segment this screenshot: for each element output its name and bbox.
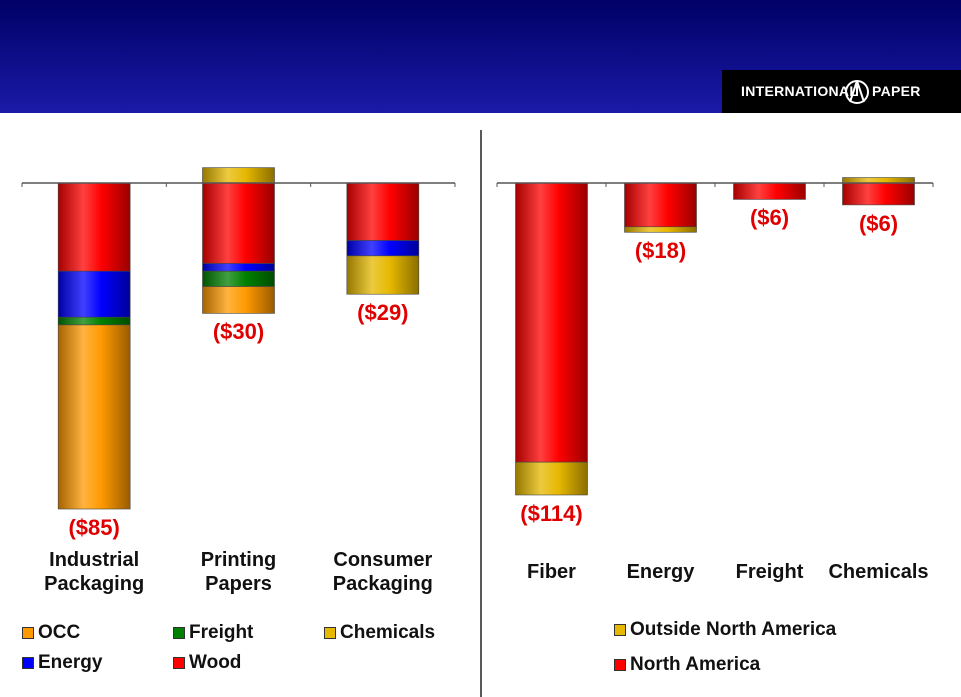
x-tick-label: Fiber — [527, 561, 576, 583]
bar-segment — [515, 461, 588, 496]
legend-label: Energy — [38, 652, 103, 673]
legend-label: OCC — [38, 622, 81, 643]
legend-label: Freight — [189, 622, 254, 643]
legend-label: North America — [630, 654, 761, 675]
bar-segment — [624, 182, 697, 228]
data-label: ($114) — [520, 500, 583, 526]
bar-segment — [57, 182, 131, 272]
logo: INTERNATIONAL PAPER — [722, 70, 961, 113]
bar-segment — [57, 324, 131, 510]
legend-label: Wood — [189, 652, 242, 673]
bar-segment — [842, 182, 915, 206]
bar-segment — [202, 286, 275, 314]
x-tick-label: Chemicals — [828, 561, 929, 583]
bar-segment — [346, 240, 420, 257]
x-tick-label: Consumer Packaging — [332, 549, 433, 595]
legend-swatch — [173, 627, 185, 639]
legend-swatch — [614, 624, 626, 636]
data-label: ($18) — [634, 238, 687, 264]
logo-icon — [845, 80, 869, 104]
legend-swatch — [22, 627, 34, 639]
bar-segment — [733, 182, 806, 200]
bar-segment — [57, 316, 131, 326]
data-label: ($29) — [357, 300, 409, 326]
legend-swatch — [173, 657, 185, 669]
bar-segment — [515, 182, 588, 463]
x-tick-label: Printing Papers — [200, 549, 277, 595]
bar-segment — [346, 255, 420, 295]
data-label: ($6) — [749, 205, 790, 231]
logo-text: PAPER — [872, 83, 921, 99]
data-label: ($85) — [68, 515, 120, 541]
data-label: ($6) — [858, 210, 899, 236]
bar-segment — [624, 226, 697, 233]
logo-text: INTERNATIONAL — [741, 83, 859, 99]
x-tick-label: Energy — [626, 561, 695, 583]
bar-segment — [202, 263, 275, 272]
x-tick-label: Industrial Packaging — [44, 549, 145, 595]
bar-segment — [842, 177, 915, 184]
bar-segment — [202, 182, 275, 264]
data-label: ($30) — [212, 319, 265, 345]
legend-label: Chemicals — [340, 622, 436, 643]
legend-swatch — [22, 657, 34, 669]
bar-segment — [202, 270, 275, 287]
bar-segment — [202, 167, 275, 184]
bar-segment — [346, 182, 420, 241]
legend-label: Outside North America — [630, 619, 837, 640]
x-tick-label: Freight — [735, 561, 804, 583]
legend-swatch — [614, 659, 626, 671]
bar-segment — [57, 270, 131, 318]
legend-swatch — [324, 627, 336, 639]
